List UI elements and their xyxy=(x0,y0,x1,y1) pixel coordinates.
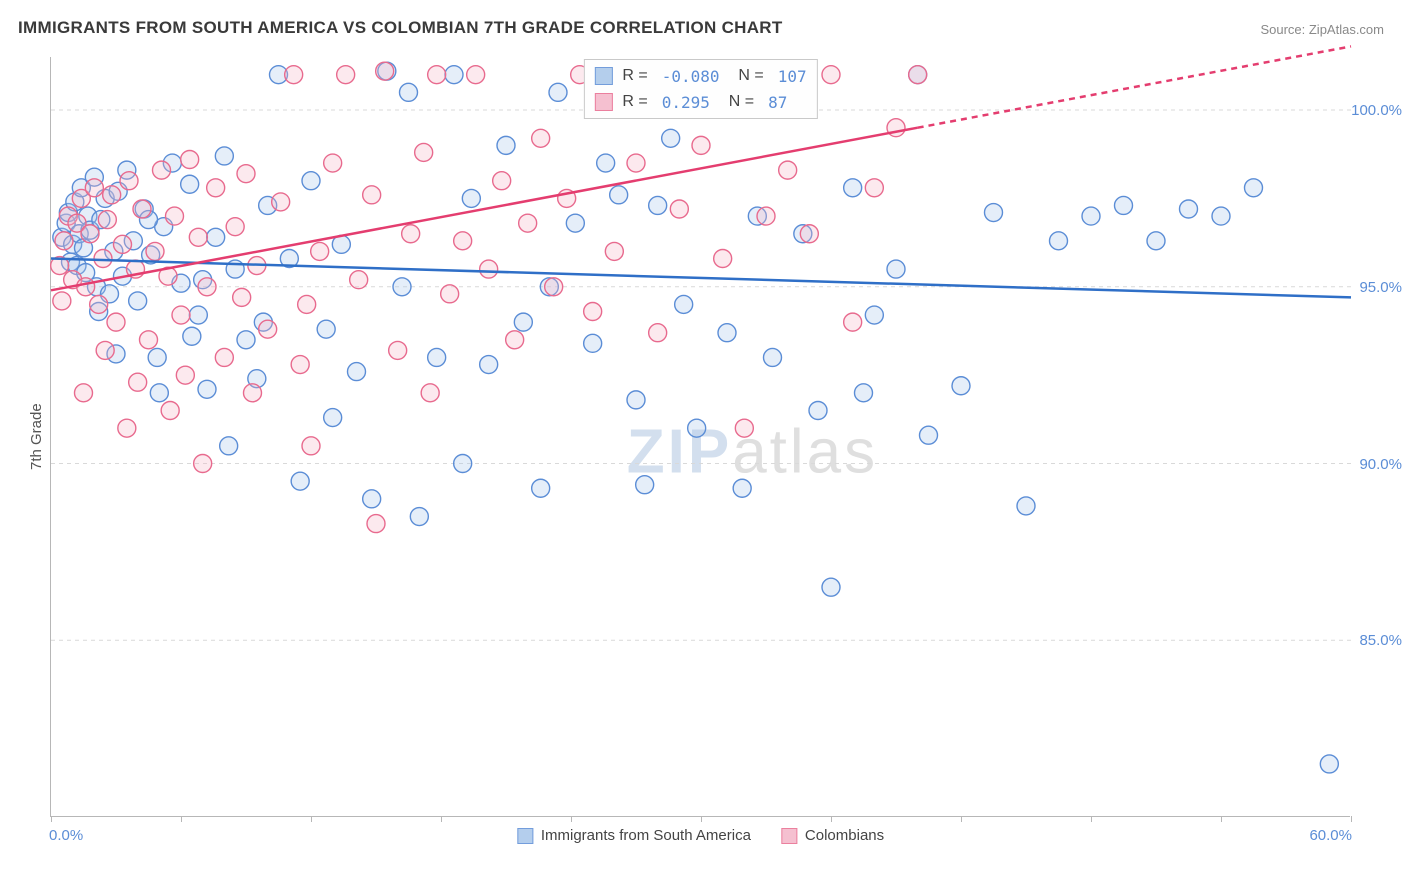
trend-line xyxy=(51,128,918,291)
stats-n-label-0: N = xyxy=(730,67,764,85)
legend-label-0: Immigrants from South America xyxy=(541,827,751,844)
x-axis-label-max: 60.0% xyxy=(1309,827,1352,844)
x-tick-mark xyxy=(1221,816,1222,822)
legend-label-1: Colombians xyxy=(805,827,884,844)
x-tick-mark xyxy=(1091,816,1092,822)
trend-line xyxy=(51,258,1351,297)
source-value: ZipAtlas.com xyxy=(1309,22,1384,37)
bottom-legend: Immigrants from South America Colombians xyxy=(517,827,884,844)
y-axis-label: 7th Grade xyxy=(28,403,45,470)
stats-r-label-1: R = xyxy=(622,93,647,111)
x-tick-mark xyxy=(311,816,312,822)
x-tick-mark xyxy=(51,816,52,822)
y-tick-label: 90.0% xyxy=(1344,456,1402,473)
y-tick-label: 100.0% xyxy=(1344,102,1402,119)
x-tick-mark xyxy=(961,816,962,822)
stats-r-value-1: 0.295 xyxy=(658,93,710,112)
legend-swatch-1 xyxy=(594,93,612,111)
legend-item-0: Immigrants from South America xyxy=(517,827,751,844)
legend-swatch-bottom-1 xyxy=(781,828,797,844)
x-tick-mark xyxy=(831,816,832,822)
stats-r-label-0: R = xyxy=(622,67,647,85)
x-tick-mark xyxy=(181,816,182,822)
trend-line-extrapolated xyxy=(918,46,1351,127)
stats-legend-box: R = -0.080 N = 107 R = 0.295 N = 87 xyxy=(583,59,817,119)
stats-r-value-0: -0.080 xyxy=(658,67,720,86)
source-label: Source: xyxy=(1260,22,1308,37)
x-tick-mark xyxy=(571,816,572,822)
x-tick-mark xyxy=(1351,816,1352,822)
source-attribution: Source: ZipAtlas.com xyxy=(1260,22,1384,37)
trend-layer xyxy=(51,57,1350,816)
x-tick-mark xyxy=(701,816,702,822)
chart-title: IMMIGRANTS FROM SOUTH AMERICA VS COLOMBI… xyxy=(18,18,783,38)
legend-swatch-bottom-0 xyxy=(517,828,533,844)
x-axis-label-min: 0.0% xyxy=(49,827,83,844)
stats-n-value-1: 87 xyxy=(764,93,787,112)
legend-swatch-0 xyxy=(594,67,612,85)
stats-n-value-0: 107 xyxy=(774,67,807,86)
y-tick-label: 85.0% xyxy=(1344,632,1402,649)
stats-row-1: R = 0.295 N = 87 xyxy=(594,89,806,115)
legend-item-1: Colombians xyxy=(781,827,884,844)
x-tick-mark xyxy=(441,816,442,822)
stats-row-0: R = -0.080 N = 107 xyxy=(594,63,806,89)
plot-area: ZIPatlas R = -0.080 N = 107 R = 0.295 N … xyxy=(50,57,1350,817)
stats-n-label-1: N = xyxy=(720,93,754,111)
y-tick-label: 95.0% xyxy=(1344,279,1402,296)
